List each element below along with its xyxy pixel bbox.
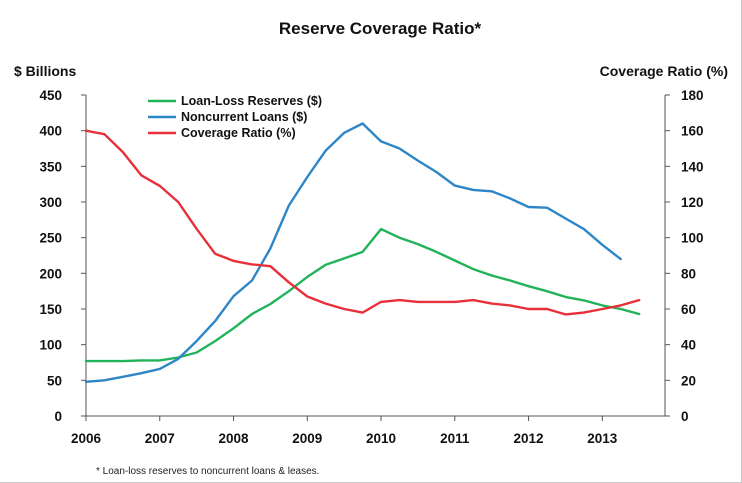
y-right-tick-label: 120 (681, 195, 704, 210)
y-right-tick-label: 60 (681, 302, 696, 317)
y-right-tick-label: 80 (681, 266, 696, 281)
series-line-0 (84, 227, 641, 363)
footnote: * Loan-loss reserves to noncurrent loans… (96, 466, 319, 477)
x-tick-label: 2012 (514, 431, 544, 446)
series-lines (84, 122, 641, 383)
y-right-tick-label: 20 (681, 373, 696, 388)
legend-label-1: Noncurrent Loans ($) (181, 110, 307, 124)
legend: Loan-Loss Reserves ($) Noncurrent Loans (… (148, 94, 322, 140)
y-left-tick-label: 350 (39, 159, 62, 174)
legend-label-0: Loan-Loss Reserves ($) (181, 94, 322, 108)
y-right-tick-label: 40 (681, 338, 696, 353)
x-tick-label: 2009 (292, 431, 322, 446)
x-tick-label: 2010 (366, 431, 396, 446)
y-right-tick-label: 160 (681, 124, 704, 139)
tick-labels: 0 50 100 150 200 250 300 350 400 450 0 20 40 60 80 100 1… (39, 88, 703, 446)
y-right-tick-label: 100 (681, 231, 704, 246)
x-tick-label: 2013 (587, 431, 618, 446)
legend-label-2: Coverage Ratio (%) (181, 126, 296, 140)
y-left-tick-label: 450 (39, 88, 62, 103)
y-left-tick-label: 0 (54, 409, 62, 424)
x-tick-label: 2007 (145, 431, 175, 446)
y-left-tick-label: 150 (39, 302, 62, 317)
y-axis-right-label: Coverage Ratio (%) (600, 63, 728, 79)
y-right-tick-label: 180 (681, 88, 704, 103)
y-right-tick-label: 140 (681, 159, 704, 174)
series-line-1 (84, 122, 622, 383)
x-tick-label: 2011 (440, 431, 470, 446)
series-line-2 (84, 129, 641, 316)
y-left-tick-label: 100 (39, 338, 62, 353)
y-left-tick-label: 50 (47, 373, 62, 388)
y-left-tick-label: 400 (39, 124, 62, 139)
y-left-tick-label: 250 (39, 231, 62, 246)
y-left-tick-label: 300 (39, 195, 62, 210)
axes (81, 94, 670, 421)
x-tick-label: 2008 (218, 431, 249, 446)
y-right-tick-label: 0 (681, 409, 689, 424)
y-left-tick-label: 200 (39, 266, 62, 281)
x-tick-label: 2006 (71, 431, 102, 446)
chart-title: Reserve Coverage Ratio* (279, 19, 482, 38)
y-axis-left-label: $ Billions (14, 63, 76, 79)
